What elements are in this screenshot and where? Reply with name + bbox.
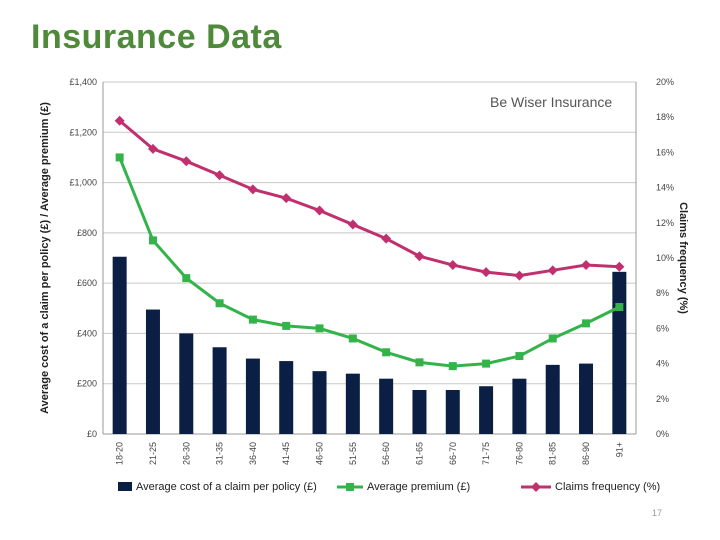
frequency-point [481, 267, 492, 278]
y-right-tick-label: 2% [656, 394, 669, 404]
bar [512, 378, 527, 434]
legend-marker-premium [346, 483, 354, 491]
y-left-tick-label: £200 [77, 379, 97, 389]
x-tick-label: 61-65 [414, 442, 424, 465]
chart-container: £0 £200 £400 £600 £800 £1,000 £1,200 £1,400 0% 2%… [30, 68, 690, 508]
premium-point [215, 299, 224, 308]
bar [545, 364, 560, 434]
x-tick-label: 21-25 [148, 442, 158, 465]
y-right-tick-label: 10% [656, 253, 674, 263]
premium-point [415, 358, 424, 367]
x-tick-label: 26-30 [181, 442, 191, 465]
premium-point [315, 324, 324, 333]
y-left-tick-label: £400 [77, 328, 97, 338]
x-tick-label: 51-55 [348, 442, 358, 465]
premium-point [615, 303, 624, 312]
x-tick-label: 41-45 [281, 442, 291, 465]
slide-title: Insurance Data [31, 18, 282, 56]
premium-point [248, 315, 257, 324]
frequency-point [581, 260, 592, 271]
frequency-point [347, 219, 358, 230]
bar [379, 378, 394, 434]
x-tick-label: 81-85 [548, 442, 558, 465]
bar [579, 363, 594, 434]
frequency-point [147, 143, 158, 154]
frequency-point [414, 251, 425, 262]
frequency-point [547, 265, 558, 276]
frequency-point [281, 193, 292, 204]
premium-point [482, 359, 491, 368]
bar [479, 386, 494, 434]
frequency-point [114, 115, 125, 126]
y-left-tick-label: £1,400 [69, 77, 97, 87]
premium-point [348, 334, 357, 343]
premium-point [148, 236, 157, 245]
legend-swatch-bar [118, 482, 132, 491]
x-tick-label: 66-70 [448, 442, 458, 465]
y-right-tick-label: 0% [656, 429, 669, 439]
premium-point [382, 348, 391, 357]
frequency-point [214, 170, 225, 181]
y-right-axis-title: Claims frequency (%) [677, 202, 689, 314]
y-left-tick-label: £1,200 [69, 127, 97, 137]
premium-point [515, 352, 524, 361]
y-left-axis-title: Average cost of a claim per policy (£) /… [39, 102, 51, 414]
premium-point [115, 153, 124, 162]
legend-label: Claims frequency (%) [555, 481, 660, 493]
y-right-tick-label: 20% [656, 77, 674, 87]
y-right-tick-label: 4% [656, 359, 669, 369]
bar [312, 371, 327, 434]
y-right-tick-label: 16% [656, 147, 674, 157]
x-tick-label: 91+ [614, 442, 624, 457]
premium-line [118, 156, 621, 368]
y-right-tick-label: 6% [656, 323, 669, 333]
frequency-point [247, 184, 258, 195]
frequency-point [181, 156, 192, 167]
frequency-point [514, 270, 525, 281]
frequency-line [118, 119, 620, 278]
premium-point [182, 274, 191, 283]
combo-chart: £0 £200 £400 £600 £800 £1,000 £1,200 £1,400 0% 2%… [39, 77, 689, 493]
y-left-tick-label: £0 [87, 429, 97, 439]
bar [179, 333, 194, 434]
y-right-tick-label: 18% [656, 112, 674, 122]
bar [245, 358, 260, 434]
x-tick-label: 86-90 [581, 442, 591, 465]
x-tick-label: 46-50 [315, 442, 325, 465]
y-right-tick-label: 14% [656, 183, 674, 193]
y-left-tick-label: £800 [77, 228, 97, 238]
bar [612, 271, 627, 434]
x-tick-label: 76-80 [514, 442, 524, 465]
x-tick-label: 71-75 [481, 442, 491, 465]
premium-point [448, 362, 457, 371]
bar [345, 373, 360, 434]
x-tick-label: 36-40 [248, 442, 258, 465]
y-left-tick-label: £600 [77, 278, 97, 288]
x-tick-label: 18-20 [115, 442, 125, 465]
bar [412, 390, 427, 434]
watermark-text: Be Wiser Insurance [490, 94, 613, 110]
bar [145, 309, 160, 434]
legend-label: Average cost of a claim per policy (£) [136, 481, 317, 493]
bar [445, 390, 460, 434]
bar [212, 347, 227, 434]
legend-label: Average premium (£) [367, 481, 470, 493]
page-number: 17 [652, 508, 663, 518]
frequency-point [381, 233, 392, 244]
frequency-point [614, 261, 625, 272]
legend-marker-frequency [531, 482, 541, 492]
y-right-tick-label: 8% [656, 288, 669, 298]
frequency-point [447, 260, 458, 271]
premium-point [282, 321, 291, 330]
bar [279, 361, 294, 434]
premium-point [548, 334, 557, 343]
x-tick-label: 31-35 [215, 442, 225, 465]
x-tick-label: 56-60 [381, 442, 391, 465]
bar [112, 256, 127, 434]
y-left-tick-label: £1,000 [69, 178, 97, 188]
premium-point [582, 319, 591, 328]
y-right-tick-label: 12% [656, 218, 674, 228]
frequency-point [314, 205, 325, 216]
